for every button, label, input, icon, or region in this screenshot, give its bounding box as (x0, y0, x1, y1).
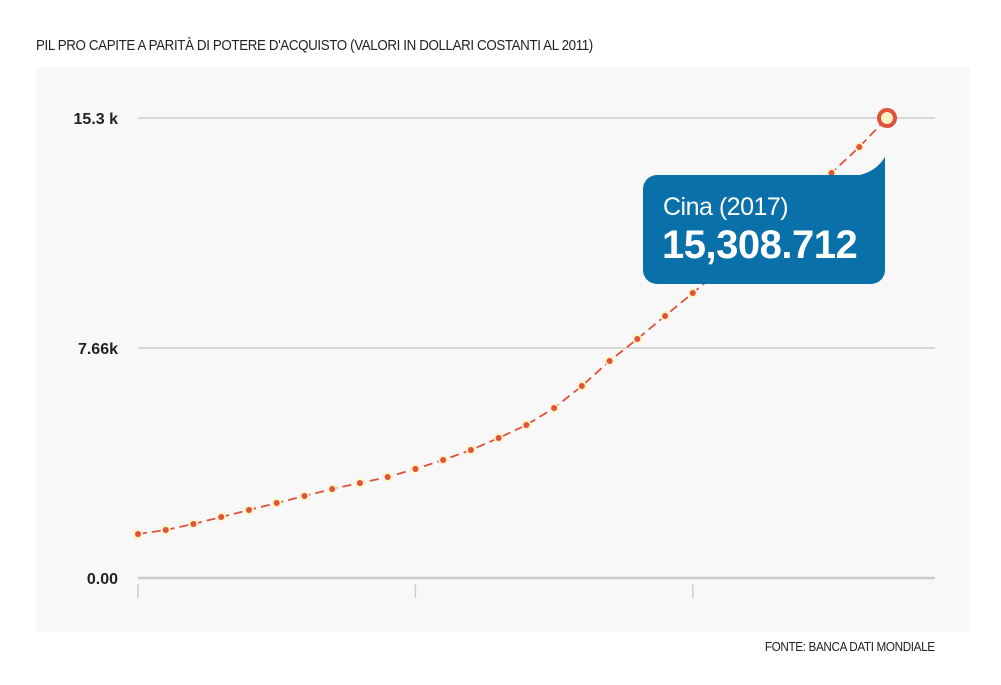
plot-area (36, 67, 970, 632)
data-point (551, 404, 558, 411)
data-point (273, 499, 280, 506)
tooltip-tail (843, 157, 885, 177)
data-point (162, 527, 169, 534)
source-note: FONTE: BANCA DATI MONDIALE (765, 639, 935, 654)
data-point (467, 446, 474, 453)
data-point (523, 421, 530, 428)
data-point (384, 474, 391, 481)
data-point (245, 507, 252, 514)
data-point (828, 170, 835, 177)
chart-title: PIL PRO CAPITE A PARITÀ DI POTERE D'ACQU… (36, 38, 593, 54)
data-point (606, 357, 613, 364)
data-point (329, 485, 336, 492)
tooltip: Cina (2017) 15,308.712 (643, 175, 885, 284)
data-point (440, 457, 447, 464)
data-point (495, 435, 502, 442)
data-point (578, 382, 585, 389)
data-point (412, 465, 419, 472)
tooltip-value: 15,308.712 (662, 223, 858, 267)
data-point (662, 312, 669, 319)
y-tick-label: 7.66k (78, 341, 118, 358)
data-point (689, 289, 696, 296)
data-point (634, 335, 641, 342)
data-point (856, 144, 863, 151)
tooltip-label: Cina (2017) (663, 193, 789, 221)
data-point (356, 479, 363, 486)
data-point (218, 514, 225, 521)
data-point (190, 521, 197, 528)
y-tick-label: 0.00 (87, 571, 118, 588)
y-tick-label: 15.3 k (74, 111, 119, 128)
data-point (135, 531, 141, 538)
highlighted-point (877, 108, 897, 128)
data-point (301, 492, 308, 499)
